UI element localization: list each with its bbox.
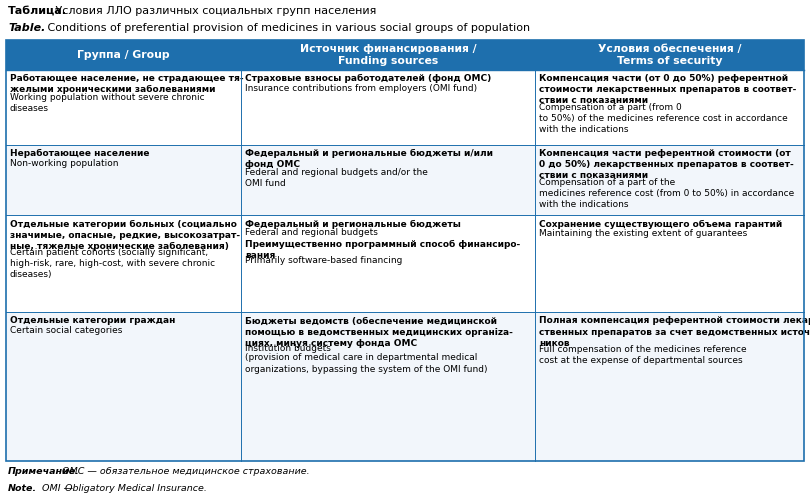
Text: Full compensation of the medicines reference
cost at the expense of departmental: Full compensation of the medicines refer…: [539, 345, 747, 365]
Text: Working population without severe chronic
diseases: Working population without severe chroni…: [10, 93, 205, 113]
Text: Страховые взносы работодателей (фонд ОМС): Страховые взносы работодателей (фонд ОМС…: [245, 74, 492, 83]
Bar: [6, 216, 804, 312]
Text: Certain social categories: Certain social categories: [10, 326, 122, 335]
Text: Conditions of preferential provision of medicines in various social groups of po: Conditions of preferential provision of …: [44, 23, 530, 33]
Bar: [6, 70, 804, 145]
Text: Compensation of a part (from 0
to 50%) of the medicines reference cost in accord: Compensation of a part (from 0 to 50%) o…: [539, 102, 788, 134]
Text: Федеральный и региональные бюджеты: Федеральный и региональные бюджеты: [245, 220, 461, 229]
Text: Сохранение существующего объема гарантий: Сохранение существующего объема гарантий: [539, 220, 782, 229]
Text: Federal and regional budgets and/or the
OMI fund: Federal and regional budgets and/or the …: [245, 168, 428, 188]
Text: Non-working population: Non-working population: [10, 159, 118, 168]
Text: Компенсация части референтной стоимости (от
0 до 50%) лекарственных препаратов в: Компенсация части референтной стоимости …: [539, 149, 794, 180]
Text: Primarily software-based financing: Primarily software-based financing: [245, 256, 403, 265]
Text: Отдельные категории больных (социально
значимые, опасные, редкие, высокозатрат-
: Отдельные категории больных (социально з…: [10, 220, 240, 251]
Text: Certain patient cohorts (socially significant,
high-risk, rare, high-cost, with : Certain patient cohorts (socially signif…: [10, 248, 215, 279]
Text: Работающее население, не страдающее тя-
желыми хроническими заболеваниями: Работающее население, не страдающее тя- …: [10, 74, 244, 94]
Text: Table.: Table.: [8, 23, 45, 33]
Text: Неработающее население: Неработающее население: [10, 149, 150, 158]
Bar: [6, 40, 804, 461]
Text: Бюджеты ведомств (обеспечение медицинской
помощью в ведомственных медицинских ор: Бюджеты ведомств (обеспечение медицинско…: [245, 316, 514, 348]
Text: Maintaining the existing extent of guarantees: Maintaining the existing extent of guara…: [539, 229, 748, 238]
Text: Note.: Note.: [8, 484, 37, 493]
Text: ОМС — обязательное медицинское страхование.: ОМС — обязательное медицинское страхован…: [59, 467, 309, 476]
Text: OMI —: OMI —: [39, 484, 76, 493]
Bar: [6, 40, 804, 70]
Text: Примечание.: Примечание.: [8, 467, 80, 476]
Text: Compensation of a part of the
medicines reference cost (from 0 to 50%) in accord: Compensation of a part of the medicines …: [539, 178, 795, 209]
Text: Группа / Group: Группа / Group: [78, 50, 170, 60]
Text: Insurance contributions from employers (OMI fund): Insurance contributions from employers (…: [245, 83, 478, 92]
Text: Федеральный и региональные бюджеты и/или
фонд ОМС: Федеральный и региональные бюджеты и/или…: [245, 149, 493, 169]
Text: Institution budgets: Institution budgets: [245, 344, 331, 353]
Text: (provision of medical care in departmental medical
organizations, bypassing the : (provision of medical care in department…: [245, 353, 488, 374]
Text: Источник финансирования /
Funding sources: Источник финансирования / Funding source…: [300, 44, 476, 66]
Text: Federal and regional budgets: Federal and regional budgets: [245, 229, 378, 238]
Text: Полная компенсация референтной стоимости лекар-
ственных препаратов за счет ведо: Полная компенсация референтной стоимости…: [539, 316, 810, 348]
Text: Условия обеспечения /
Terms of security: Условия обеспечения / Terms of security: [598, 44, 741, 66]
Text: Obligatory Medical Insurance.: Obligatory Medical Insurance.: [65, 484, 207, 493]
Text: Отдельные категории граждан: Отдельные категории граждан: [10, 316, 176, 325]
Text: Условия ЛЛО различных социальных групп населения: Условия ЛЛО различных социальных групп н…: [52, 6, 377, 16]
Text: Преимущественно программный способ финансиро-
вания: Преимущественно программный способ финан…: [245, 240, 521, 259]
Text: Таблица.: Таблица.: [8, 6, 67, 16]
Bar: [6, 145, 804, 216]
Bar: [6, 312, 804, 461]
Text: Компенсация части (от 0 до 50%) референтной
стоимости лекарственных препаратов в: Компенсация части (от 0 до 50%) референт…: [539, 74, 796, 105]
